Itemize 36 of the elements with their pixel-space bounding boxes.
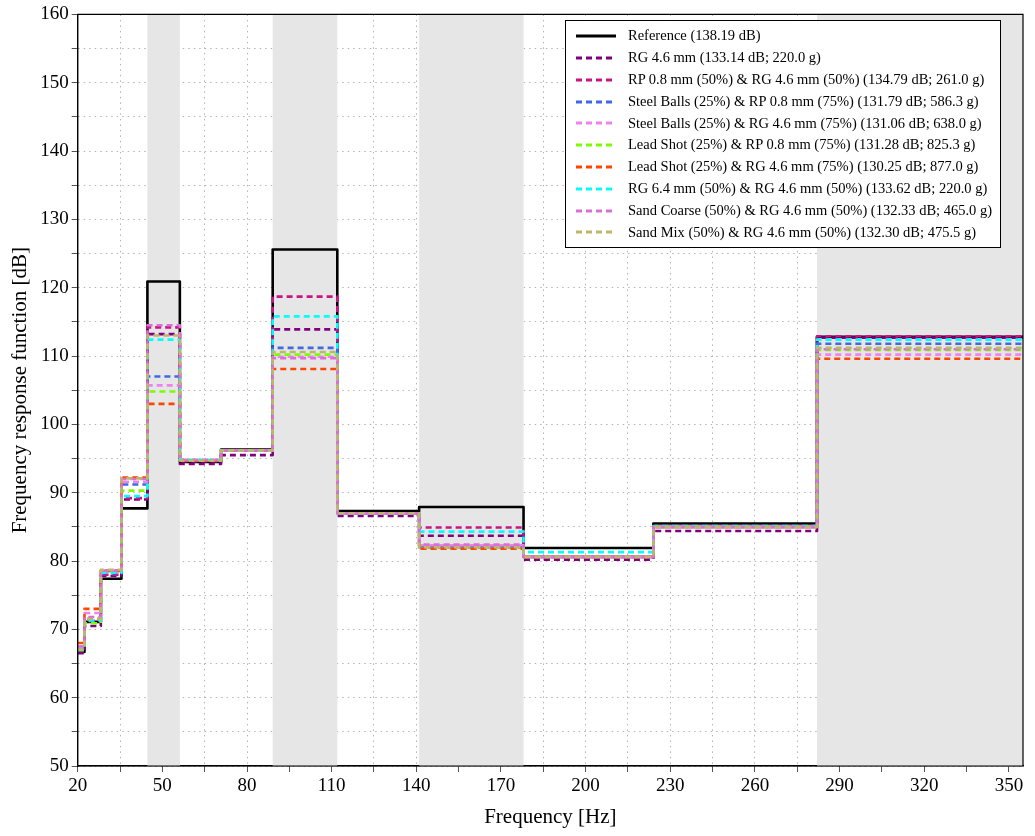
y-tick-label: 100 (40, 412, 69, 434)
x-tick-label: 80 (237, 774, 257, 796)
legend-label: RG 4.6 mm (133.14 dB; 220.0 g) (628, 48, 821, 68)
legend-label: Reference (138.19 dB) (628, 26, 761, 46)
legend-label: Sand Coarse (50%) & RG 4.6 mm (50%) (132.33 dB; 465.0 g) (628, 200, 993, 220)
legend-label: Lead Shot (25%) & RG 4.6 mm (75%) (130.25 dB; 877.0 g) (628, 157, 979, 177)
y-tick-label: 50 (49, 753, 69, 775)
y-tick-label: 90 (49, 480, 69, 502)
y-tick-label: 70 (49, 617, 69, 639)
x-tick-label: 200 (571, 774, 600, 796)
legend-label: Steel Balls (25%) & RG 4.6 mm (75%) (131.06 dB; 638.0 g) (628, 113, 982, 133)
y-tick-label: 120 (40, 275, 69, 297)
x-axis-title: Frequency [Hz] (484, 803, 617, 828)
legend-label: RP 0.8 mm (50%) & RG 4.6 mm (50%) (134.79 dB; 261.0 g) (628, 70, 985, 89)
y-tick-label: 160 (40, 2, 69, 24)
x-tick-label: 290 (825, 774, 854, 796)
legend-label: Sand Mix (50%) & RG 4.6 mm (50%) (132.30 dB; 475.5 g) (628, 222, 976, 242)
y-tick-label: 60 (49, 685, 69, 707)
y-tick-label: 150 (40, 70, 69, 92)
x-tick-label: 50 (152, 774, 172, 796)
x-tick-label: 350 (994, 774, 1024, 796)
x-tick-label: 140 (402, 774, 431, 796)
y-tick-label: 80 (49, 549, 69, 570)
legend-label: Lead Shot (25%) & RP 0.8 mm (75%) (131.28 dB; 825.3 g) (628, 135, 976, 155)
x-tick-label: 230 (656, 774, 685, 796)
y-axis-title: Frequency response function [dB] (7, 247, 32, 534)
legend-label: RG 6.4 mm (50%) & RG 4.6 mm (50%) (133.62 dB; 220.0 g) (628, 178, 988, 198)
x-tick-label: 20 (68, 774, 88, 796)
y-tick-label: 140 (40, 139, 69, 161)
y-tick-label: 130 (40, 207, 69, 229)
x-tick-label: 260 (740, 774, 770, 796)
x-tick-label: 110 (317, 774, 346, 796)
x-tick-label: 170 (486, 774, 516, 796)
legend-label: Steel Balls (25%) & RP 0.8 mm (75%) (131.79 dB; 586.3 g) (628, 91, 979, 111)
x-tick-label: 320 (909, 774, 939, 796)
y-tick-label: 110 (40, 344, 69, 366)
